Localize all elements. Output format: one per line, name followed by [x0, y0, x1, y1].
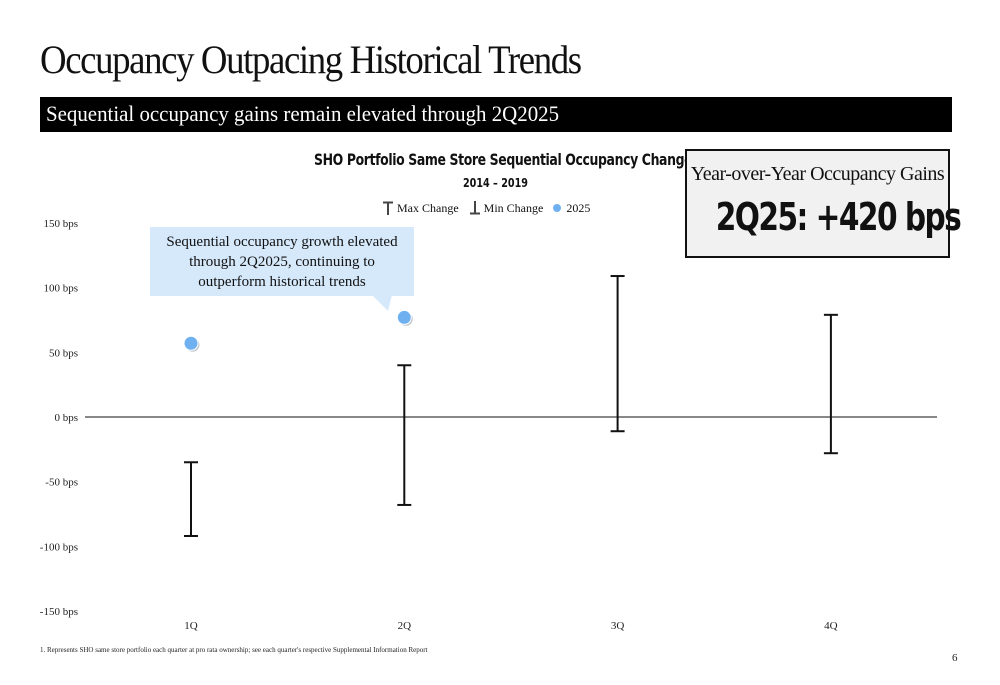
y-tick-label: -100 bps — [40, 541, 78, 553]
callout-pointer — [372, 295, 392, 311]
y-tick-label: 50 bps — [49, 347, 78, 359]
data-point-2025 — [184, 336, 198, 350]
data-point-2025 — [397, 310, 411, 324]
callout-box: Sequential occupancy growth elevated thr… — [150, 227, 414, 296]
x-tick-label: 1Q — [184, 620, 198, 632]
y-tick-label: 0 bps — [54, 412, 78, 424]
x-tick-label: 2Q — [398, 620, 412, 632]
footnote: 1. Represents SHO same store portfolio e… — [40, 646, 428, 654]
y-tick-label: -50 bps — [45, 477, 78, 489]
x-tick-label: 4Q — [824, 620, 838, 632]
x-tick-label: 3Q — [611, 620, 625, 632]
y-tick-label: 100 bps — [43, 283, 78, 295]
callout-text: Sequential occupancy growth elevated thr… — [154, 232, 410, 292]
y-tick-label: 150 bps — [43, 218, 78, 230]
y-tick-label: -150 bps — [40, 606, 78, 618]
page-number: 6 — [952, 652, 958, 664]
